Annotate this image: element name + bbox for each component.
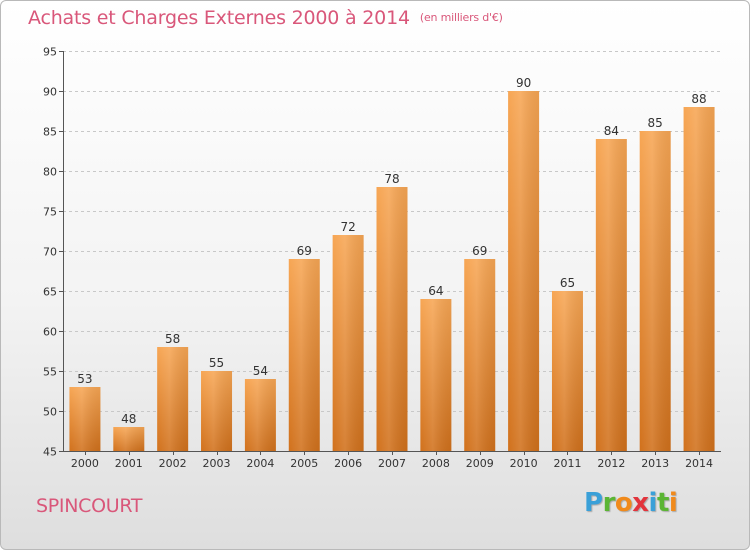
x-tick-label-2000: 2000	[71, 457, 99, 470]
value-label-2008: 64	[428, 284, 443, 298]
y-tick-label: 65	[43, 286, 57, 299]
y-tick-label: 75	[43, 206, 57, 219]
y-tick-label: 45	[43, 446, 57, 459]
x-tick-label-2007: 2007	[378, 457, 406, 470]
proxiti-logo: Proxiti	[584, 488, 678, 518]
bar-shine	[464, 259, 496, 451]
bar-shine	[288, 259, 320, 451]
y-tick-label: 60	[43, 326, 57, 339]
bar-shine	[595, 139, 627, 451]
bar-shine	[639, 131, 671, 451]
x-tick-label-2013: 2013	[641, 457, 669, 470]
x-tick-label-2003: 2003	[203, 457, 231, 470]
axis-layer: 45 50 55 60 65 70 75 80 85 90 95 2000 2001 2002 2003 20…	[43, 46, 721, 470]
y-tick-label: 50	[43, 406, 57, 419]
y-tick-label: 55	[43, 366, 57, 379]
value-label-2013: 85	[648, 116, 663, 130]
x-tick-label-2008: 2008	[422, 457, 450, 470]
bar-shine	[332, 235, 364, 451]
bar-shine	[420, 299, 452, 451]
bar-shine	[551, 291, 583, 451]
bar-layer	[69, 91, 715, 451]
value-label-2005: 69	[297, 244, 312, 258]
bar-shine	[201, 371, 233, 451]
x-tick-label-2012: 2012	[597, 457, 625, 470]
chart-title-text: Achats et Charges Externes 2000 à 2014	[28, 7, 410, 29]
x-tick-label-2005: 2005	[290, 457, 318, 470]
x-tick-label-2014: 2014	[685, 457, 713, 470]
bar-shine	[508, 91, 540, 451]
value-label-2010: 90	[516, 76, 531, 90]
bar-shine	[376, 187, 408, 451]
x-tick-label-2006: 2006	[334, 457, 362, 470]
x-tick-label-2004: 2004	[246, 457, 274, 470]
value-label-2014: 88	[691, 92, 706, 106]
place-name: SPINCOURT	[36, 495, 143, 517]
x-tick-label-2010: 2010	[510, 457, 538, 470]
y-tick-label: 70	[43, 246, 57, 259]
value-label-2000: 53	[77, 372, 92, 386]
value-label-2001: 48	[121, 412, 136, 426]
logo-letter: o	[614, 488, 633, 518]
value-label-2011: 65	[560, 276, 575, 290]
y-tick-label: 90	[43, 86, 57, 99]
logo-letter: P	[584, 488, 603, 518]
y-tick-label: 95	[43, 46, 57, 59]
bar-shine	[244, 379, 276, 451]
logo-letter: x	[632, 488, 649, 518]
chart-title: Achats et Charges Externes 2000 à 2014 (e…	[28, 7, 503, 29]
value-label-2006: 72	[340, 220, 355, 234]
logo-letter: i	[648, 488, 658, 518]
x-tick-label-2009: 2009	[466, 457, 494, 470]
logo-letter: i	[668, 488, 678, 518]
chart-unit: (en milliers d'€)	[419, 11, 503, 24]
value-label-2007: 78	[384, 172, 399, 186]
bar-shine	[683, 107, 715, 451]
x-tick-label-2002: 2002	[159, 457, 187, 470]
x-tick-label-2011: 2011	[553, 457, 581, 470]
value-label-2012: 84	[604, 124, 619, 138]
x-tick-label-2001: 2001	[115, 457, 143, 470]
value-label-2009: 69	[472, 244, 487, 258]
y-tick-label: 80	[43, 166, 57, 179]
value-label-2004: 54	[253, 364, 268, 378]
value-label-2003: 55	[209, 356, 224, 370]
bar-shine	[157, 347, 189, 451]
label-layer: 53 48 58 55 54 69 72 78 64 69 90 65 84 85 88	[77, 76, 706, 426]
bar-shine	[113, 427, 145, 451]
logo-letter: r	[602, 488, 616, 518]
y-tick-label: 85	[43, 126, 57, 139]
logo-letter: t	[656, 488, 669, 518]
value-label-2002: 58	[165, 332, 180, 346]
bar-shine	[69, 387, 101, 451]
